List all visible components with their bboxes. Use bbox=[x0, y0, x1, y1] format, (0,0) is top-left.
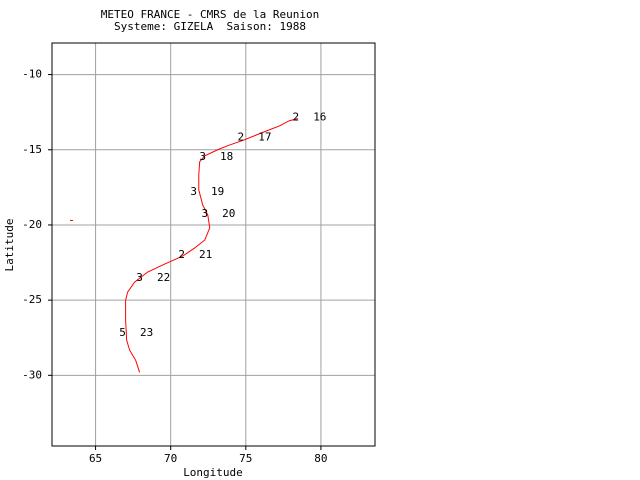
intensity-label: 3 bbox=[201, 207, 208, 220]
y-axis-label: Latitude bbox=[3, 219, 16, 272]
plot-frame bbox=[51, 42, 376, 447]
day-label: 18 bbox=[220, 150, 233, 163]
intensity-label: 3 bbox=[136, 271, 143, 284]
intensity-label: 3 bbox=[190, 185, 197, 198]
x-tick-label: 75 bbox=[239, 452, 252, 465]
day-label: 16 bbox=[313, 111, 326, 124]
y-tick-label: -20 bbox=[22, 218, 42, 231]
intensity-label: 2 bbox=[178, 248, 185, 261]
track-line bbox=[125, 118, 299, 373]
x-axis-label: Longitude bbox=[183, 466, 243, 479]
x-tick-label: 70 bbox=[164, 452, 177, 465]
y-tick-label: -10 bbox=[22, 68, 42, 81]
x-tick-label: 80 bbox=[314, 452, 327, 465]
intensity-label: 3 bbox=[199, 150, 206, 163]
intensity-label: 2 bbox=[238, 131, 245, 144]
intensity-label: 5 bbox=[119, 326, 126, 339]
day-label: 23 bbox=[140, 326, 153, 339]
day-label: 22 bbox=[157, 271, 170, 284]
x-tick-label: 65 bbox=[89, 452, 102, 465]
chart-subtitle: Systeme: GIZELA Saison: 1988 bbox=[114, 20, 306, 33]
day-label: 21 bbox=[199, 248, 212, 261]
day-label: 17 bbox=[258, 131, 271, 144]
chart-title: METEO FRANCE - CMRS de la Reunion bbox=[101, 8, 320, 21]
y-tick-label: -30 bbox=[22, 368, 42, 381]
day-label: 20 bbox=[222, 207, 235, 220]
day-label: 19 bbox=[211, 185, 224, 198]
intensity-label: 2 bbox=[293, 111, 300, 124]
y-tick-label: -15 bbox=[22, 143, 42, 156]
y-tick-label: -25 bbox=[22, 293, 42, 306]
